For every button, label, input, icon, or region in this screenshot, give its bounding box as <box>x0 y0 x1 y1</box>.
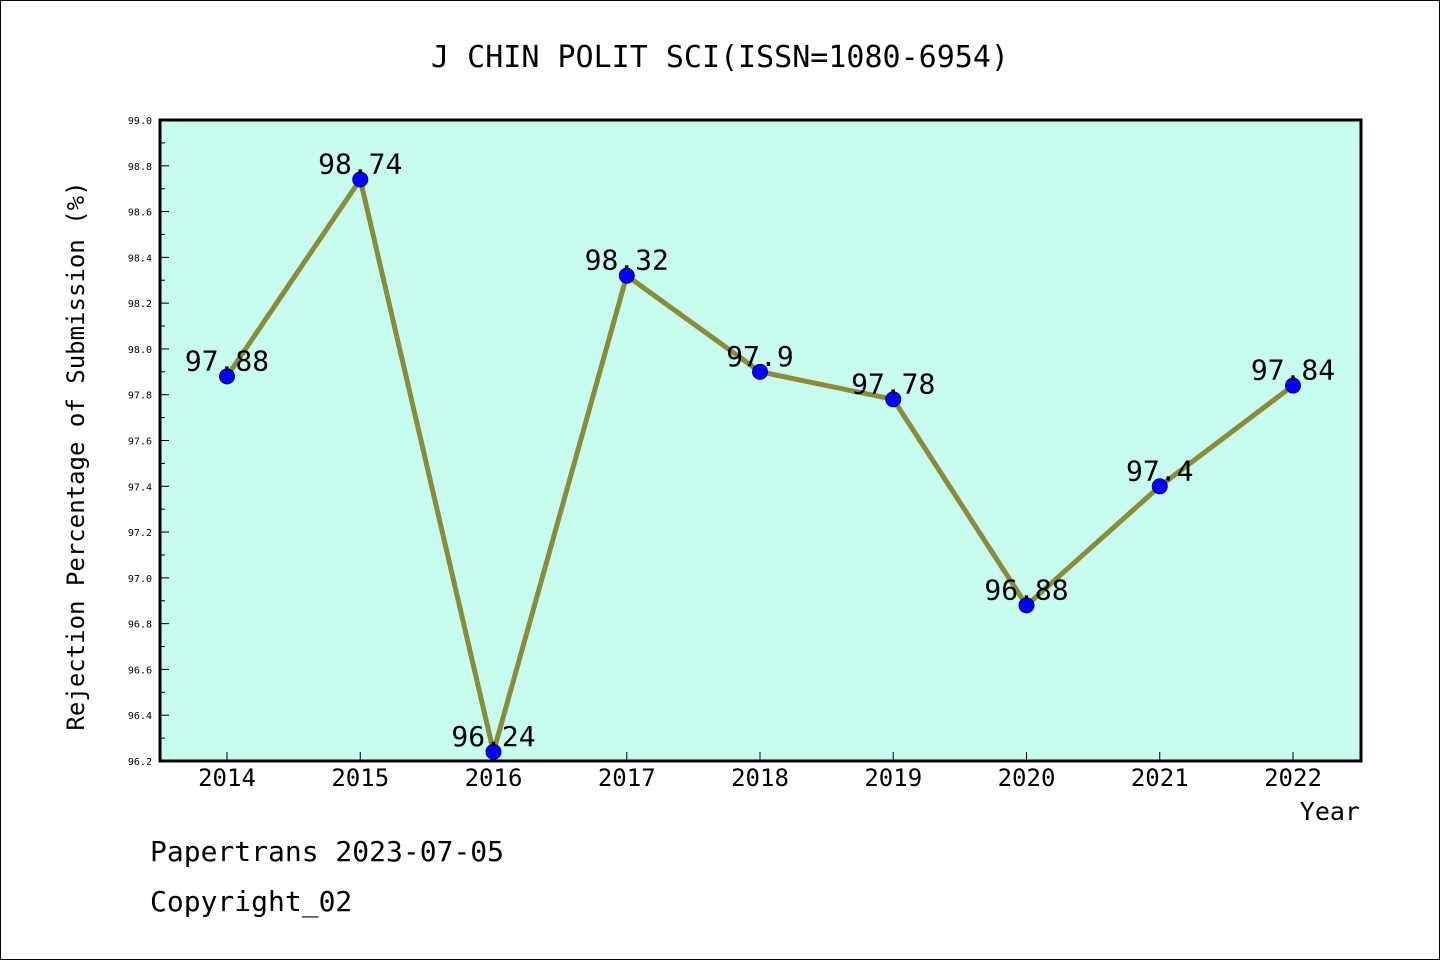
data-point <box>219 368 235 385</box>
x-axis-label: Year <box>1300 797 1360 826</box>
y-tick-label: 97.8 <box>128 391 152 402</box>
x-tick-label: 2015 <box>331 764 389 792</box>
y-tick-label: 97.4 <box>128 482 152 493</box>
data-point <box>752 363 768 380</box>
data-label: 98.74 <box>318 148 402 181</box>
x-tick-label: 2019 <box>864 764 922 792</box>
footer-copyright: Copyright_02 <box>150 885 353 918</box>
y-tick-label: 98.6 <box>128 208 152 219</box>
data-point <box>485 743 502 760</box>
plot-area <box>160 120 1361 761</box>
y-tick-label: 98.4 <box>128 253 152 264</box>
x-tick-label: 2018 <box>731 764 789 792</box>
y-tick-label: 98.2 <box>128 299 152 310</box>
data-label: 97.84 <box>1251 354 1335 387</box>
y-tick-label: 99.0 <box>128 116 152 127</box>
data-label: 98.32 <box>585 244 669 277</box>
y-tick-label: 97.6 <box>128 437 152 448</box>
y-tick-label: 96.8 <box>128 620 152 631</box>
x-tick-label: 2014 <box>198 764 256 792</box>
y-tick-label: 97.0 <box>128 574 152 585</box>
x-axis: 2014 2015 2016 2017 2018 2019 2020 2021 2022 <box>198 752 1322 792</box>
data-labels: 97.88 98.74 96.24 98.32 97.9 97.78 96.88 97.4 97… <box>185 148 1335 753</box>
data-point <box>1018 597 1035 614</box>
data-point <box>352 171 369 188</box>
data-point <box>885 391 902 408</box>
data-label: 96.24 <box>451 720 535 753</box>
data-point <box>618 267 635 284</box>
data-label: 96.88 <box>984 573 1068 606</box>
x-tick-label: 2017 <box>598 764 656 792</box>
x-tick-label: 2021 <box>1131 764 1189 792</box>
y-tick-label: 98.8 <box>128 162 152 173</box>
x-tick-label: 2020 <box>998 764 1056 792</box>
data-label: 97.4 <box>1126 454 1193 487</box>
plot-border <box>158 118 1363 763</box>
data-point <box>1285 377 1301 394</box>
data-point <box>1151 478 1168 495</box>
y-tick-label: 97.2 <box>128 528 152 539</box>
data-markers <box>219 171 1301 760</box>
data-label: 97.78 <box>851 367 935 400</box>
y-axis-label: Rejection Percentage of Submission (%) <box>62 181 90 730</box>
y-tick-label: 96.6 <box>128 665 152 676</box>
y-tick-label: 96.2 <box>128 757 152 768</box>
data-label: 97.88 <box>185 344 269 377</box>
y-tick-label: 98.0 <box>128 345 152 356</box>
data-label: 97.9 <box>726 340 793 373</box>
y-tick-label: 96.4 <box>128 711 152 722</box>
chart-title: J CHIN POLIT SCI(ISSN=1080-6954) <box>431 40 1009 75</box>
x-tick-label: 2016 <box>465 764 523 792</box>
footer-source: Papertrans 2023-07-05 <box>150 835 505 868</box>
x-tick-label: 2022 <box>1264 764 1322 792</box>
